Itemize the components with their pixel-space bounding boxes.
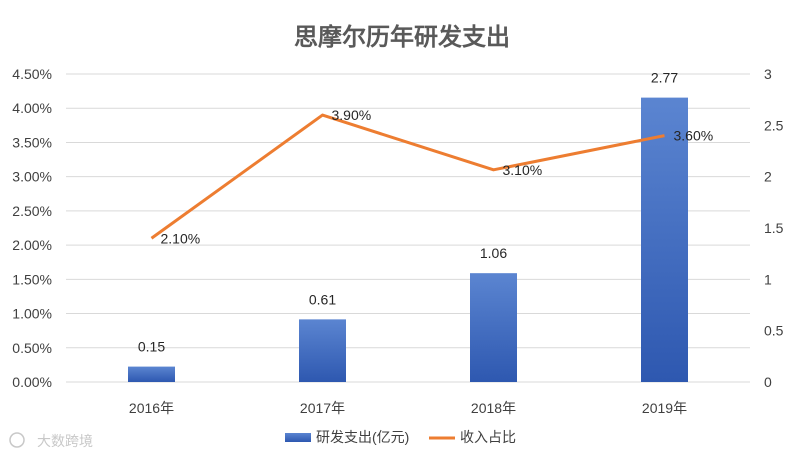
watermark-logo-icon: [9, 432, 25, 448]
chart-title: 思摩尔历年研发支出: [294, 23, 510, 51]
category-label: 2018年: [471, 400, 516, 416]
left-tick-label: 1.00%: [12, 306, 52, 322]
bar-value-label: 2.77: [651, 70, 678, 86]
right-tick-label: 2: [764, 169, 772, 185]
line-value-label: 3.90%: [332, 107, 372, 123]
left-tick-label: 3.50%: [12, 134, 52, 150]
right-tick-label: 2.5: [764, 117, 784, 133]
category-label: 2019年: [642, 400, 687, 416]
left-tick-label: 4.00%: [12, 100, 52, 116]
bar-series: 0.15 0.61 1.06 2.77: [128, 70, 688, 382]
line-path: [150, 113, 665, 240]
bar-value-label: 0.61: [309, 291, 336, 307]
left-tick-label: 4.50%: [12, 66, 52, 82]
legend-bar-swatch: [285, 433, 311, 442]
right-tick-label: 0: [764, 374, 772, 390]
legend-line-label: 收入占比: [460, 429, 516, 445]
right-tick-label: 3: [764, 66, 772, 82]
bar-value-label: 0.15: [138, 339, 165, 355]
bar: [470, 273, 517, 382]
left-tick-label: 2.00%: [12, 237, 52, 253]
left-tick-label: 1.50%: [12, 271, 52, 287]
left-axis: 0.00% 0.50% 1.00% 1.50% 2.00% 2.50% 3.00% 3.50%…: [12, 66, 52, 390]
x-axis: 2016年 2017年 2018年 2019年: [129, 400, 687, 416]
left-tick-label: 2.50%: [12, 203, 52, 219]
left-tick-label: 0.50%: [12, 340, 52, 356]
watermark-text: 大数跨境: [37, 433, 93, 449]
right-tick-label: 0.5: [764, 323, 784, 339]
right-tick-label: 1.5: [764, 220, 784, 236]
category-label: 2017年: [300, 400, 345, 416]
gridlines: [66, 73, 750, 383]
bar: [641, 97, 688, 382]
left-tick-label: 0.00%: [12, 374, 52, 390]
watermark: 大数跨境: [9, 432, 93, 449]
right-tick-label: 1: [764, 271, 772, 287]
line-value-label: 3.60%: [674, 128, 714, 144]
bar: [299, 319, 346, 382]
line-value-label: 3.10%: [503, 162, 543, 178]
line-value-label: 2.10%: [161, 230, 201, 246]
legend: 研发支出(亿元) 收入占比: [285, 429, 516, 445]
category-label: 2016年: [129, 400, 174, 416]
legend-bar-label: 研发支出(亿元): [316, 429, 409, 445]
bar-value-label: 1.06: [480, 245, 507, 261]
line-series: 2.10% 3.90% 3.10% 3.60%: [150, 107, 714, 246]
left-tick-label: 3.00%: [12, 169, 52, 185]
bar: [128, 366, 175, 382]
right-axis: 0 0.5 1 1.5 2 2.5 3: [764, 66, 784, 390]
